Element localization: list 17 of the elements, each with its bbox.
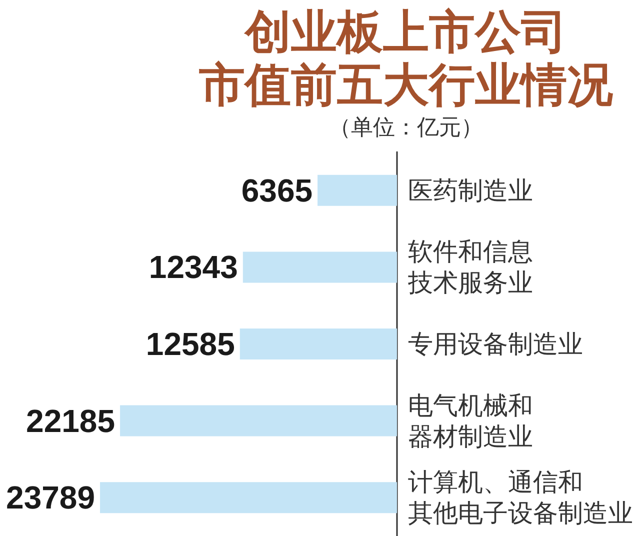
bar — [100, 482, 397, 514]
y-tick-label: 计算机、通信和其他电子设备制造业 — [408, 468, 633, 528]
y-tick-label: 专用设备制造业 — [408, 330, 583, 358]
data-label: 6365 — [241, 172, 313, 208]
bar — [240, 328, 397, 360]
chart-title: 创业板上市公司市值前五大行业情况 — [199, 4, 613, 112]
data-label: 12343 — [148, 249, 238, 286]
data-label: 12585 — [146, 326, 235, 362]
chart-subtitle: （单位：亿元） — [329, 116, 483, 140]
y-tick-label: 软件和信息技术服务业 — [407, 237, 533, 298]
y-tick-label: 电气机械和器材制造业 — [408, 390, 533, 451]
bar — [318, 174, 397, 206]
data-label: 22185 — [26, 402, 116, 439]
bar — [120, 405, 397, 436]
data-label: 23789 — [6, 480, 95, 516]
y-tick-label: 医药制造业 — [408, 176, 533, 205]
bar — [242, 252, 397, 283]
